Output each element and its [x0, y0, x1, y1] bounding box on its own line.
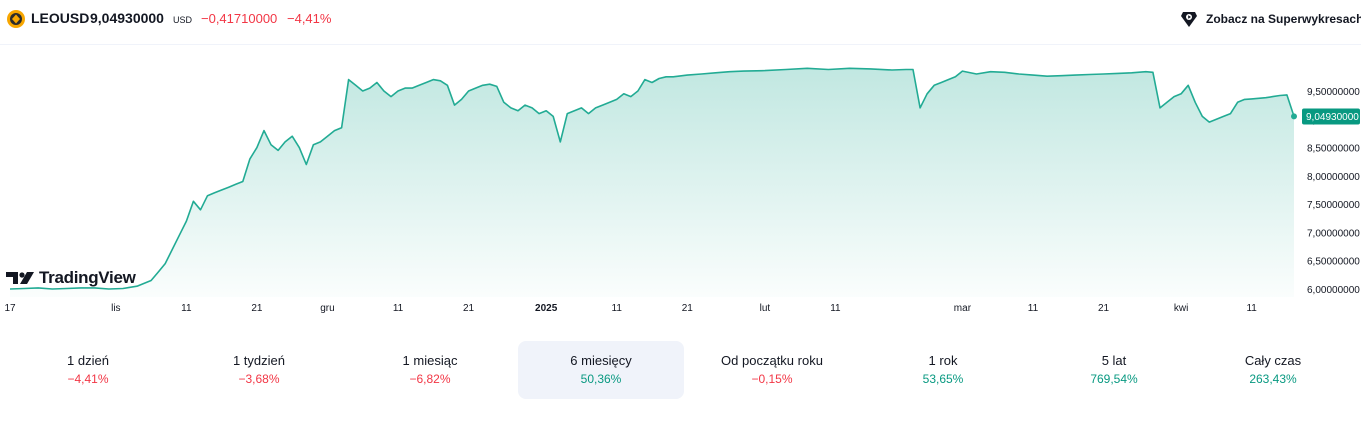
range-label: 1 dzień — [67, 353, 109, 368]
x-tick-label: gru — [320, 303, 334, 314]
range-5-years[interactable]: 5 lat 769,54% — [1031, 341, 1197, 399]
x-tick-label: 21 — [682, 303, 694, 314]
last-price-label: 9,04930000 — [1302, 108, 1360, 125]
range-all-time[interactable]: Cały czas 263,43% — [1190, 341, 1356, 399]
range-change: −4,41% — [67, 372, 109, 386]
range-6-months[interactable]: 6 miesięcy 50,36% — [518, 341, 684, 399]
y-tick-label: 8,50000000 — [1307, 144, 1360, 155]
price-series-line — [9, 67, 1295, 290]
x-tick-label: 11 — [181, 303, 192, 314]
x-tick-label: lut — [760, 303, 771, 314]
range-change: 53,65% — [922, 372, 964, 386]
range-change: −3,68% — [238, 372, 280, 386]
range-1-week[interactable]: 1 tydzień −3,68% — [176, 341, 342, 399]
y-tick-label: 6,00000000 — [1307, 285, 1360, 296]
range-label: 1 tydzień — [232, 353, 286, 368]
range-1-day[interactable]: 1 dzień −4,41% — [5, 341, 171, 399]
x-axis: 17 lis 11 21 gru 11 21 2025 11 21 lut 11 mar 11 21 kwi 1… — [4, 303, 1257, 314]
x-tick-label: 21 — [1098, 303, 1110, 314]
last-price-label-text: 9,04930000 — [1306, 112, 1359, 123]
currency-code: USD — [173, 15, 193, 25]
range-label: 5 lat — [1101, 353, 1127, 368]
last-price-dot — [1291, 113, 1297, 120]
range-change: 50,36% — [580, 372, 622, 386]
last-price: 9,04930000 — [90, 10, 164, 26]
range-change: 263,43% — [1249, 372, 1297, 386]
symbol-header: LEOUSD 9,04930000 USD −0,41710000 −4,41%… — [0, 0, 1361, 38]
range-label: 1 rok — [928, 353, 958, 368]
symbol-name[interactable]: LEOUSD — [31, 10, 90, 26]
tradingview-wordmark: TradingView — [39, 268, 136, 287]
price-change: −0,41710000 — [201, 11, 278, 26]
range-label: Od początku roku — [721, 353, 823, 368]
price-area-fill — [10, 68, 1294, 297]
y-tick-label: 7,50000000 — [1307, 200, 1360, 211]
x-tick-label: mar — [954, 303, 972, 314]
y-tick-label: 8,00000000 — [1307, 172, 1360, 183]
range-change: −0,15% — [751, 372, 793, 386]
leo-token-icon — [7, 10, 25, 28]
price-chart[interactable]: 9,500000009,000000008,500000008,00000000… — [0, 45, 1361, 325]
supercharts-diamond-icon — [1181, 12, 1197, 27]
x-tick-label: 11 — [830, 303, 841, 314]
x-tick-label: 11 — [1028, 303, 1039, 314]
range-change: −6,82% — [409, 372, 451, 386]
y-tick-label: 6,50000000 — [1307, 257, 1360, 268]
period-performance-bar: 1 dzień −4,41% 1 tydzień −3,68% 1 miesią… — [0, 341, 1361, 399]
x-tick-label: lis — [111, 303, 120, 314]
x-tick-label: 11 — [612, 303, 623, 314]
range-label: 6 miesięcy — [570, 353, 632, 368]
range-change: 769,54% — [1090, 372, 1138, 386]
range-label: Cały czas — [1244, 353, 1302, 368]
range-ytd[interactable]: Od początku roku −0,15% — [689, 341, 855, 399]
header-divider — [0, 44, 1361, 45]
x-tick-label: 11 — [1246, 303, 1257, 314]
x-tick-label: 11 — [393, 303, 404, 314]
range-label: 1 miesiąc — [402, 353, 458, 368]
supercharts-label: Zobacz na Superwykresach — [1206, 12, 1361, 26]
x-tick-label: 21 — [463, 303, 475, 314]
range-1-year[interactable]: 1 rok 53,65% — [860, 341, 1026, 399]
range-1-month[interactable]: 1 miesiąc −6,82% — [347, 341, 513, 399]
y-tick-label: 9,50000000 — [1307, 87, 1360, 98]
x-tick-label: 17 — [4, 303, 16, 314]
x-tick-label: 21 — [251, 303, 263, 314]
x-tick-label: 2025 — [535, 303, 558, 314]
tradingview-watermark: TradingView — [6, 268, 136, 288]
y-tick-label: 7,00000000 — [1307, 228, 1360, 239]
supercharts-link[interactable]: Zobacz na Superwykresach — [1180, 9, 1361, 29]
price-change-percent: −4,41% — [287, 11, 332, 26]
tradingview-logo-icon — [6, 272, 34, 284]
x-tick-label: kwi — [1174, 303, 1188, 314]
